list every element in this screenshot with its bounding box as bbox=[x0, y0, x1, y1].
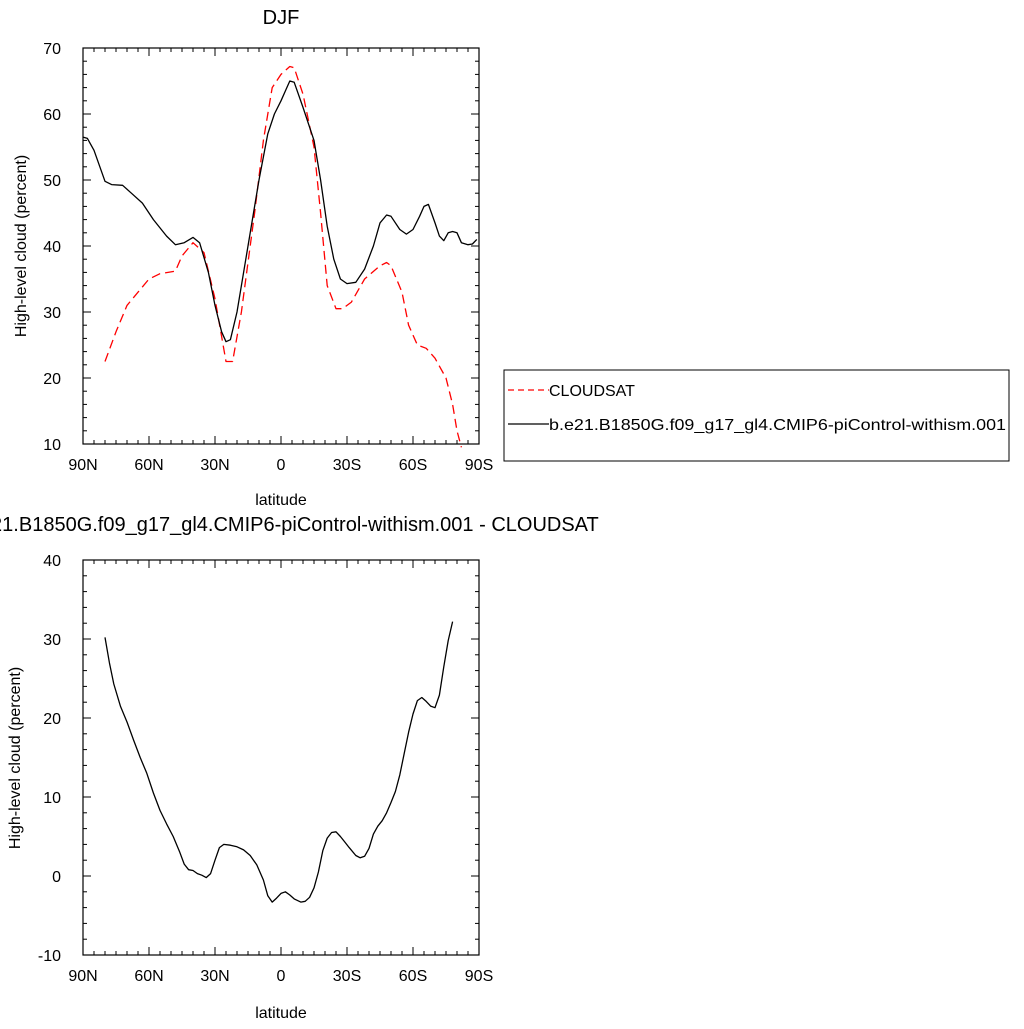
series-lines bbox=[104, 621, 454, 903]
y-tick-label: 30 bbox=[43, 632, 61, 649]
djf-panel: DJF 90N 60N 30N 0 30S 60S 90S 10 20 30 40 50 60 70 l… bbox=[13, 7, 493, 509]
y-tick-label: 70 bbox=[43, 41, 61, 58]
legend-box bbox=[503, 369, 1010, 462]
y-axis-label: High-level cloud (percent) bbox=[7, 667, 24, 849]
y-tick-label: -10 bbox=[38, 948, 61, 965]
plot-frame bbox=[82, 559, 480, 956]
y-tick-label: 10 bbox=[43, 437, 61, 454]
x-tick-label: 30S bbox=[333, 968, 361, 985]
series-lines bbox=[82, 65, 478, 448]
series-line-0 bbox=[104, 621, 454, 903]
axes-frame bbox=[82, 47, 480, 445]
y-tick-label: 10 bbox=[43, 790, 61, 807]
x-tick-label: 60N bbox=[134, 968, 163, 985]
x-tick-label: 30S bbox=[333, 457, 361, 474]
x-tick-label: 60S bbox=[399, 968, 427, 985]
x-tick-label: 90S bbox=[465, 457, 493, 474]
y-tick-label: 50 bbox=[43, 173, 61, 190]
x-tick-label: 0 bbox=[277, 457, 286, 474]
plot-frame bbox=[82, 47, 480, 445]
x-tick-labels: 90N 60N 30N 0 30S 60S 90S bbox=[68, 968, 493, 985]
x-tick-label: 60N bbox=[134, 457, 163, 474]
y-tick-labels: -10 0 10 20 30 40 bbox=[38, 553, 61, 965]
tick-marks bbox=[82, 47, 480, 445]
x-axis-label: latitude bbox=[255, 1005, 307, 1022]
x-tick-label: 60S bbox=[399, 457, 427, 474]
y-tick-labels: 10 20 30 40 50 60 70 bbox=[43, 41, 61, 454]
axes-frame bbox=[82, 559, 480, 956]
chart-title: b.e21.B1850G.f09_g17_gl4.CMIP6-piControl… bbox=[0, 514, 599, 536]
y-tick-label: 30 bbox=[43, 305, 61, 322]
series-line-0 bbox=[104, 65, 463, 448]
legend-label-cloudsat: CLOUDSAT bbox=[549, 383, 635, 400]
x-tick-labels: 90N 60N 30N 0 30S 60S 90S bbox=[68, 457, 493, 474]
x-tick-label: 90S bbox=[465, 968, 493, 985]
y-axis-label: High-level cloud (percent) bbox=[13, 155, 30, 337]
y-tick-label: 40 bbox=[43, 553, 61, 570]
tick-marks bbox=[82, 559, 480, 956]
y-tick-label: 40 bbox=[43, 239, 61, 256]
x-tick-label: 0 bbox=[277, 968, 286, 985]
y-tick-label: 20 bbox=[43, 371, 61, 388]
y-tick-label: 60 bbox=[43, 107, 61, 124]
legend-label-model: b.e21.B1850G.f09_g17_gl4.CMIP6-piControl… bbox=[549, 417, 1006, 434]
x-axis-label: latitude bbox=[255, 492, 307, 509]
x-tick-label: 30N bbox=[200, 457, 229, 474]
series-line-1 bbox=[82, 80, 478, 343]
x-tick-label: 90N bbox=[68, 968, 97, 985]
x-tick-label: 30N bbox=[200, 968, 229, 985]
chart-title: DJF bbox=[263, 7, 300, 29]
legend: CLOUDSAT b.e21.B1850G.f09_g17_gl4.CMIP6-… bbox=[503, 369, 1010, 462]
difference-panel: b.e21.B1850G.f09_g17_gl4.CMIP6-piControl… bbox=[0, 514, 599, 1022]
x-tick-label: 90N bbox=[68, 457, 97, 474]
y-tick-label: 20 bbox=[43, 711, 61, 728]
y-tick-label: 0 bbox=[52, 869, 61, 886]
